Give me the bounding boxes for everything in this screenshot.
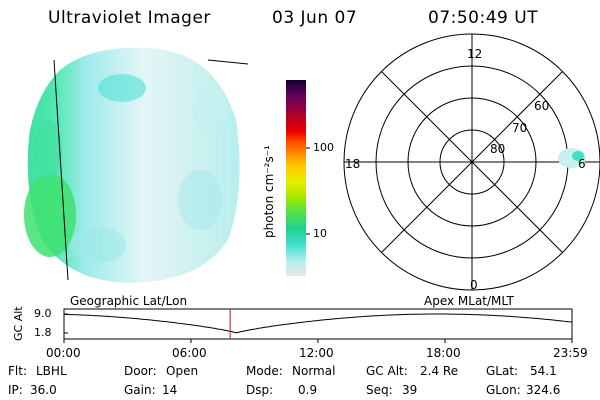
time-tick-label: 06:00 [172, 346, 207, 360]
time-tick-label: 00:00 [46, 346, 81, 360]
y-min-label: 1.8 [34, 326, 52, 339]
mlt-12-label: 12 [467, 47, 483, 61]
orbit-timeline [63, 308, 573, 343]
lat-80-label: 80 [490, 142, 506, 156]
lat-60-label: 60 [534, 99, 550, 113]
ip-value: 36.0 [30, 383, 57, 397]
y-max-label: 9.0 [34, 307, 52, 320]
gc-alt-axis-title: GC Alt [12, 306, 25, 341]
filter-key: Flt: [8, 364, 27, 378]
mode-value: Normal [292, 364, 336, 378]
filter-value: LBHL [36, 364, 67, 378]
glon-key: GLon: [486, 383, 521, 397]
colorbar-tick-100: 100 [313, 141, 334, 154]
colorbar [286, 80, 310, 276]
dsp-key: Dsp: [246, 383, 274, 397]
seq-key: Seq: [366, 383, 393, 397]
glat-key: GLat: [486, 364, 519, 378]
door-key: Door: [124, 364, 157, 378]
instrument-title: Ultraviolet Imager [48, 8, 211, 28]
door-value: Open [166, 364, 199, 378]
lat-70-label: 70 [512, 121, 528, 135]
gc-alt-value: 2.4 Re [420, 364, 459, 378]
glon-value: 324.6 [526, 383, 561, 397]
gain-key: Gain: [124, 383, 156, 397]
apex-label: Apex MLat/MLT [424, 294, 514, 308]
polar-plot [343, 33, 600, 291]
date-label: 03 Jun 07 [272, 8, 358, 28]
seq-value: 39 [402, 383, 418, 397]
gc-alt-key: GC Alt: [366, 364, 408, 378]
colorbar-tick-10: 10 [313, 227, 327, 240]
ip-key: IP: [8, 383, 23, 397]
mlt-18-label: 18 [345, 157, 361, 171]
time-label: 07:50:49 UT [428, 8, 539, 28]
dsp-value: 0.9 [298, 383, 318, 397]
orbit-altitude-curve [64, 313, 573, 334]
mode-key: Mode: [246, 364, 283, 378]
geographic-label: Geographic Lat/Lon [70, 294, 188, 308]
colorbar-unit-label: photon cm⁻²s⁻¹ [262, 145, 276, 238]
gain-value: 14 [162, 383, 178, 397]
mlt-0-label: 0 [470, 278, 478, 292]
time-tick-label: 12:00 [299, 346, 334, 360]
uv-image-disk [24, 47, 249, 283]
time-tick-label: 23:59 [553, 346, 588, 360]
time-axis-ticks [63, 339, 573, 343]
polar-auroral-patch [558, 148, 586, 168]
mlt-6-label: 6 [578, 157, 586, 171]
glat-value: 54.1 [530, 364, 557, 378]
time-tick-label: 18:00 [426, 346, 461, 360]
